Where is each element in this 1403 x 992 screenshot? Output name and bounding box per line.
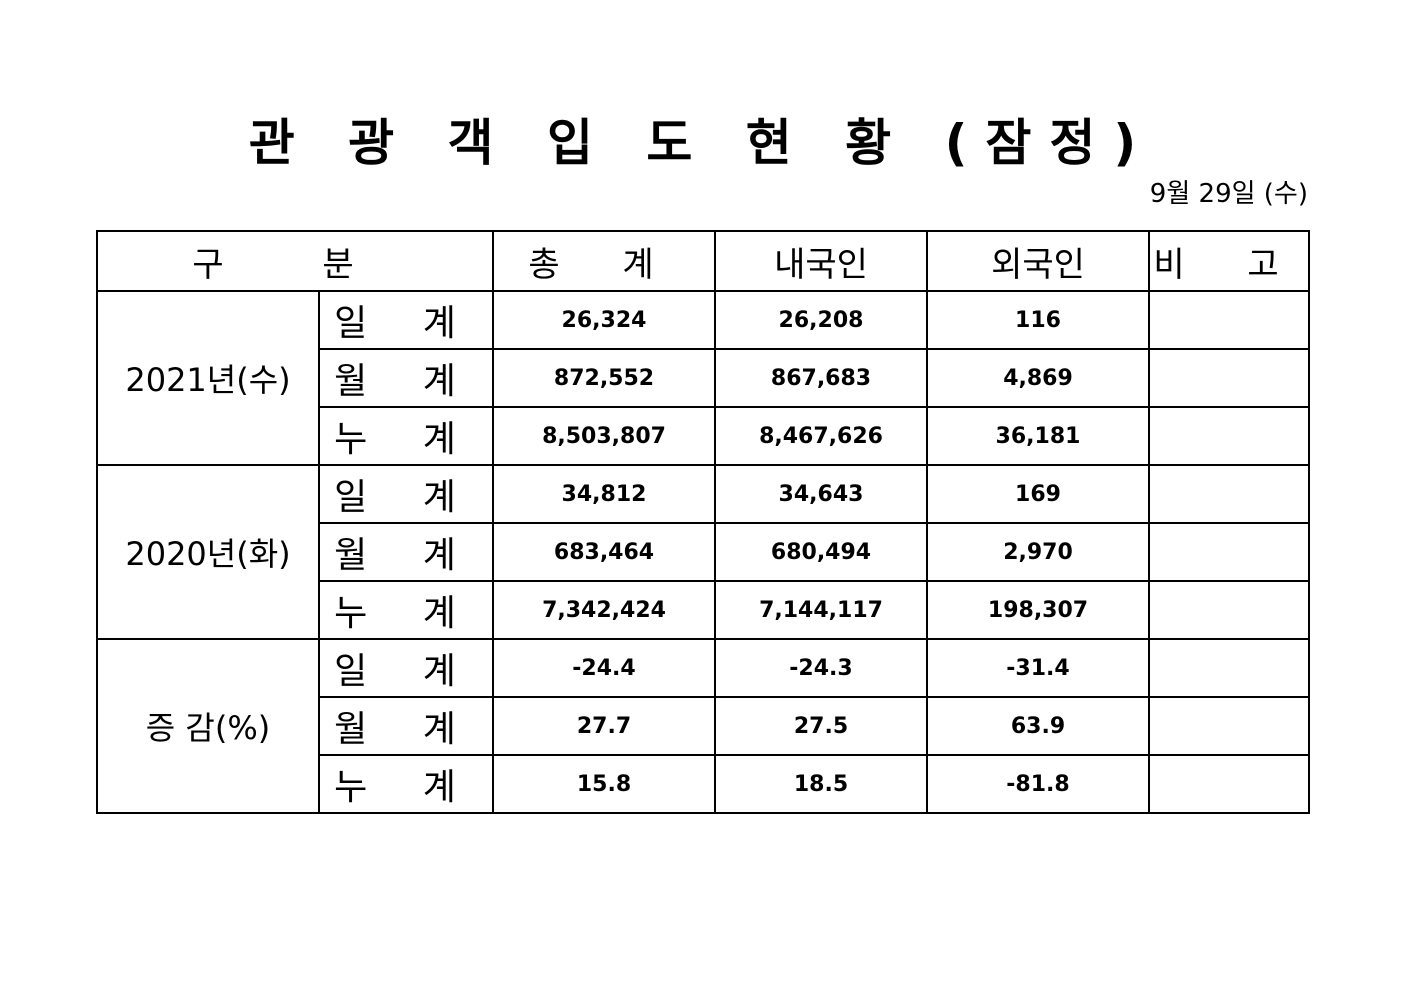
cell-note [1148, 290, 1310, 350]
cell-note [1148, 696, 1310, 756]
header-total: 총 계 [492, 230, 716, 292]
tourist-arrivals-table: 구 분 총 계 내국인 외국인 비 고 2021년(수) 일 계 26,324 … [96, 230, 1310, 814]
cell-total: 872,552 [492, 348, 716, 408]
table-row: 누 계 15.8 18.5 -81.8 [97, 754, 1310, 814]
row-label: 누 계 [318, 406, 494, 466]
table-row: 월 계 872,552 867,683 4,869 [97, 348, 1310, 408]
cell-domestic: 26,208 [714, 290, 928, 350]
table-row: 2020년(화) 일 계 34,812 34,643 169 [96, 464, 1310, 640]
cell-domestic: 680,494 [714, 522, 928, 582]
table-row: 2021년(수) 일 계 26,324 26,208 116 [96, 290, 1310, 466]
row-label: 일 계 [318, 464, 494, 524]
header-domestic: 내국인 [714, 230, 928, 292]
table-row: 누 계 7,342,424 7,144,117 198,307 [97, 580, 1310, 640]
cell-total: 27.7 [492, 696, 716, 756]
cell-foreign: 169 [926, 464, 1150, 524]
group-label-2020: 2020년(화) [96, 464, 320, 640]
table-row: 월 계 683,464 680,494 2,970 [97, 522, 1310, 582]
cell-note [1148, 348, 1310, 408]
report-date: 9월 29일 (수) [1149, 179, 1308, 209]
cell-foreign: 63.9 [926, 696, 1150, 756]
cell-note [1148, 754, 1310, 814]
page-title: 관 광 객 입 도 현 황 (잠정) [248, 114, 1155, 172]
cell-foreign: 4,869 [926, 348, 1150, 408]
row-label: 월 계 [318, 522, 494, 582]
cell-foreign: 198,307 [926, 580, 1150, 640]
cell-total: 34,812 [492, 464, 716, 524]
header-note: 비 고 [1148, 230, 1310, 292]
cell-foreign: 116 [926, 290, 1150, 350]
table-row: 누 계 8,503,807 8,467,626 36,181 [97, 406, 1310, 466]
cell-total: 15.8 [492, 754, 716, 814]
cell-domestic: -24.3 [714, 638, 928, 698]
cell-total: 8,503,807 [492, 406, 716, 466]
cell-foreign: -31.4 [926, 638, 1150, 698]
header-foreign: 외국인 [926, 230, 1150, 292]
table-header-row: 구 분 총 계 내국인 외국인 비 고 [96, 230, 1310, 292]
cell-domestic: 867,683 [714, 348, 928, 408]
cell-foreign: 2,970 [926, 522, 1150, 582]
table-row: 월 계 27.7 27.5 63.9 [97, 696, 1310, 756]
cell-domestic: 18.5 [714, 754, 928, 814]
row-label: 월 계 [318, 696, 494, 756]
row-label: 월 계 [318, 348, 494, 408]
row-label: 일 계 [318, 638, 494, 698]
cell-total: 683,464 [492, 522, 716, 582]
group-label-change: 증 감(%) [96, 638, 320, 814]
row-label: 누 계 [318, 580, 494, 640]
cell-total: 26,324 [492, 290, 716, 350]
cell-foreign: -81.8 [926, 754, 1150, 814]
cell-total: -24.4 [492, 638, 716, 698]
table-row: 증 감(%) 일 계 -24.4 -24.3 -31.4 [96, 638, 1310, 814]
cell-note [1148, 406, 1310, 466]
cell-domestic: 7,144,117 [714, 580, 928, 640]
cell-note [1148, 522, 1310, 582]
row-label: 일 계 [318, 290, 494, 350]
cell-total: 7,342,424 [492, 580, 716, 640]
row-label: 누 계 [318, 754, 494, 814]
cell-note [1148, 464, 1310, 524]
cell-note [1148, 638, 1310, 698]
cell-domestic: 8,467,626 [714, 406, 928, 466]
group-label-2021: 2021년(수) [96, 290, 320, 466]
cell-domestic: 34,643 [714, 464, 928, 524]
cell-foreign: 36,181 [926, 406, 1150, 466]
header-category: 구 분 [96, 230, 494, 292]
cell-note [1148, 580, 1310, 640]
cell-domestic: 27.5 [714, 696, 928, 756]
